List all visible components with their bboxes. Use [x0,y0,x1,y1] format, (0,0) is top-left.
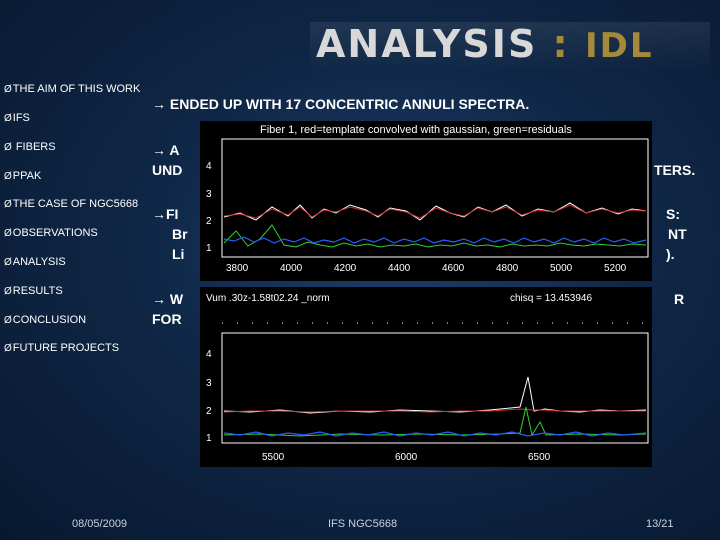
title-separator: : [552,22,570,66]
sidebar-label: RESULTS [12,285,63,297]
spectrum-plot-bottom: Vum .30z-1.58t02.24 _norm chisq = 13.453… [206,293,649,463]
x-tick-label: 6500 [528,452,551,463]
y-tick-label: 3 [206,378,212,389]
bullet-arrow-icon: Ø [4,84,12,95]
body-line-4b: R [674,291,685,307]
spectrum-plot-top: Fiber 1, red=template convolved with gau… [206,124,649,274]
y-tick-label: 4 [206,349,212,360]
sidebar-item-results[interactable]: ØRESULTS [4,285,63,297]
sidebar-item-ifs[interactable]: ØIFS [4,112,30,124]
plot-frame [221,332,649,444]
x-tick-label: 4200 [334,263,357,274]
body-line-4a: → W [152,291,184,307]
x-tick-label: 4400 [388,263,411,274]
spectrum-trace-template [223,408,646,413]
bullet-arrow-icon: Ø [4,286,12,297]
body-line-3f: ). [666,246,675,262]
sidebar-label: PPAK [12,170,42,182]
sidebar-label: ANALYSIS [12,256,66,268]
bullet-arrow-icon: Ø [4,257,12,268]
body-line-2a: → A [152,142,180,158]
x-tick-label: 5000 [550,263,573,274]
body-line-3b: S: [666,206,680,222]
sidebar-item-fibers[interactable]: Ø FIBERS [4,141,56,153]
bullet-arrow-icon: Ø [4,315,12,326]
sidebar-label: THE CASE OF NGC5668 [12,198,139,210]
x-tick-label: 5200 [604,263,627,274]
sidebar-item-future-projects[interactable]: ØFUTURE PROJECTS [4,342,119,354]
x-tick-label: 4800 [496,263,519,274]
y-tick-label: 3 [206,189,212,200]
sidebar-label: OBSERVATIONS [12,227,98,239]
spectrum-panel-top: Fiber 1, red=template convolved with gau… [200,121,652,281]
sidebar-label: IFS [12,112,30,124]
sidebar-label: THE AIM OF THIS WORK [12,83,141,95]
spectrum-trace-residuals [223,224,647,248]
body-line-4c: FOR [152,311,182,327]
spectrum-trace-noise [223,236,647,244]
bullet-arrow-icon: Ø [4,343,12,354]
body-line-3a: →FI [152,206,179,222]
body-line-3d: NT [668,226,687,242]
sidebar-label: FIBERS [12,141,56,153]
panel-bottom-header-left: Vum .30z-1.58t02.24 _norm [206,293,330,304]
plot-frame [221,138,649,258]
sidebar-label: CONCLUSION [12,314,87,326]
sidebar-item-analysis[interactable]: ØANALYSIS [4,256,66,268]
y-tick-label: 1 [206,433,212,444]
x-tick-label: 4600 [442,263,465,274]
sidebar-label: FUTURE PROJECTS [12,342,120,354]
sidebar-item-conclusion[interactable]: ØCONCLUSION [4,314,86,326]
y-tick-label: 4 [206,161,212,172]
body-line-2c: TERS. [654,162,696,178]
title-main: ANALYSIS [316,22,538,66]
footer-title: IFS NGC5668 [328,518,398,530]
bullet-arrow-icon: Ø [4,171,12,182]
body-line-2b: UND [152,162,183,178]
y-tick-label: 2 [206,406,212,417]
body-line-1: → ENDED UP WITH 17 CONCENTRIC ANNULI SPE… [152,96,530,112]
y-tick-label: 2 [206,216,212,227]
x-tick-label: 3800 [226,263,249,274]
spectrum-panel-bottom: Vum .30z-1.58t02.24 _norm chisq = 13.453… [200,287,652,467]
spectrum-trace-observed [223,376,647,414]
panel-top-header: Fiber 1, red=template convolved with gau… [260,124,572,136]
sidebar-item-aim[interactable]: ØTHE AIM OF THIS WORK [4,83,140,95]
sidebar-item-observations[interactable]: ØOBSERVATIONS [4,227,98,239]
y-tick-label: 1 [206,243,212,254]
sidebar-item-ppak[interactable]: ØPPAK [4,170,41,182]
bullet-arrow-icon: Ø [4,142,12,153]
sidebar-item-ngc5668[interactable]: ØTHE CASE OF NGC5668 [4,198,138,210]
body-line-3e: Li [172,246,185,262]
bullet-arrow-icon: Ø [4,113,12,124]
footer-date: 08/05/2009 [72,518,128,530]
x-tick-label: 6000 [395,452,418,463]
footer-page-number: 13/21 [646,518,674,530]
body-line-3c: Br [172,226,188,242]
spectrum-trace-noise [223,431,647,437]
title-tag: IDL [584,26,654,66]
panel-bottom-header-right: chisq = 13.453946 [510,293,592,304]
slide-title: ANALYSIS : IDL [310,22,710,72]
bullet-arrow-icon: Ø [4,199,12,210]
spectrum-trace-template [223,204,647,219]
bullet-arrow-icon: Ø [4,228,12,239]
x-tick-label: 4000 [280,263,303,274]
x-tick-label: 5500 [262,452,285,463]
